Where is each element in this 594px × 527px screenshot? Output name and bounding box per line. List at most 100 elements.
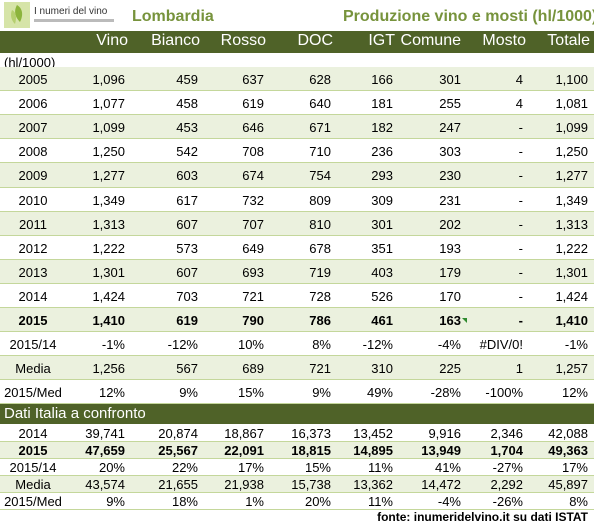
row-divider: [0, 403, 594, 405]
table-cell-comune: 255: [439, 96, 461, 112]
column-header-comune: Comune: [400, 32, 461, 49]
table-cell-rosso: 707: [242, 216, 264, 232]
table-cell-bianco: 607: [176, 216, 198, 232]
row-label: 2013: [18, 264, 48, 280]
table-cell-bianco: 542: [176, 144, 198, 160]
row-label: Media: [15, 477, 51, 492]
table-cell-doc: 754: [309, 168, 331, 184]
region-title: Lombardia: [132, 8, 214, 25]
table-cell-rosso: 708: [242, 144, 264, 160]
table-cell-bianco: 619: [176, 313, 198, 328]
table-cell-igt: 11%: [367, 494, 393, 509]
row-divider: [0, 282, 594, 284]
table-cell-rosso: 693: [242, 264, 264, 280]
table-cell-comune: 41%: [434, 460, 461, 475]
table-cell-vino: 1,250: [92, 144, 125, 160]
table-cell-doc: 16,373: [291, 426, 331, 441]
table-row: 2012 1,222 573 649 678 351 193 - 1,222: [0, 236, 594, 260]
source-note: fonte: inumeridelvino.it su dati ISTAT: [377, 510, 588, 524]
row-divider: [0, 492, 594, 493]
row-divider: [0, 458, 594, 459]
table-cell-comune: 13,949: [421, 443, 461, 458]
table-cell-comune: 14,472: [421, 477, 461, 492]
table-cell-rosso: 674: [242, 168, 264, 184]
table-cell-comune: 163: [439, 313, 461, 328]
row-divider: [0, 509, 594, 510]
table-cell-vino: 47,659: [85, 443, 125, 458]
table-cell-vino: 20%: [98, 460, 125, 475]
table-cell-comune: 247: [439, 120, 461, 136]
table-cell-comune: 193: [439, 240, 461, 256]
table-cell-vino: 39,741: [85, 426, 125, 441]
row-label: 2009: [18, 168, 48, 184]
table-cell-igt: 310: [371, 361, 393, 377]
table-row: 2011 1,313 607 707 810 301 202 - 1,313: [0, 211, 594, 236]
table-cell-vino: 1,077: [92, 96, 125, 112]
column-header-bianco: Bianco: [151, 32, 200, 49]
table-cell-mosto: -100%: [485, 385, 523, 401]
column-header-mosto: Mosto: [482, 32, 526, 49]
table-cell-totale: 1,250: [555, 144, 588, 160]
table-cell-bianco: 617: [176, 192, 198, 208]
table-row: 2007 1,099 453 646 671 182 247 - 1,099: [0, 115, 594, 140]
logo: I numeri del vino: [4, 2, 116, 29]
table-cell-mosto: -27%: [492, 460, 523, 475]
table-cell-comune: 303: [439, 144, 461, 160]
table-row: 2015 47,659 25,567 22,091 18,815 14,895 13,949…: [0, 442, 594, 459]
row-label: 2015: [18, 443, 48, 458]
row-divider: [0, 441, 594, 442]
table-cell-totale: 1,277: [555, 168, 588, 184]
row-label: 2015: [18, 313, 48, 328]
table-cell-bianco: 22%: [171, 460, 198, 475]
table-cell-totale: 1,424: [555, 288, 588, 304]
row-divider: [0, 138, 594, 140]
table-row: 2005 1,096 459 637 628 166 301 4 1,100: [0, 67, 594, 92]
table-row: 2009 1,277 603 674 754 293 230 - 1,277: [0, 163, 594, 188]
table-cell-mosto: 2,346: [490, 426, 523, 441]
table-cell-rosso: 637: [242, 72, 264, 87]
table-subtitle: Produzione vino e mosti (hl/1000): [343, 8, 594, 25]
row-divider: [0, 234, 594, 236]
table-cell-rosso: 649: [242, 240, 264, 256]
table-cell-igt: 236: [371, 144, 393, 160]
table-cell-comune: 202: [439, 216, 461, 232]
table-row: 2015/14 20% 22% 17% 15% 11% 41% -27% 17%: [0, 459, 594, 476]
table-cell-doc: 640: [309, 96, 331, 112]
table-cell-rosso: 732: [242, 192, 264, 208]
table-cell-doc: 786: [309, 313, 331, 328]
table-cell-mosto: -26%: [492, 494, 523, 509]
table-cell-totale: 17%: [561, 460, 588, 475]
row-label: 2008: [18, 144, 48, 160]
row-divider: [0, 114, 594, 116]
table-cell-bianco: 573: [176, 240, 198, 256]
table-cell-bianco: 458: [176, 96, 198, 112]
table-cell-rosso: 15%: [237, 385, 264, 401]
table-cell-mosto: #DIV/0!: [479, 337, 523, 353]
logo-mark-icon: [4, 2, 30, 28]
table-cell-mosto: 4: [515, 96, 523, 112]
row-divider: [0, 307, 594, 308]
table-cell-doc: 721: [309, 361, 331, 377]
row-label: 2006: [18, 96, 48, 112]
table-cell-rosso: 619: [242, 96, 264, 112]
table-cell-bianco: 607: [176, 264, 198, 280]
table-row: 2006 1,077 458 619 640 181 255 4 1,081: [0, 91, 594, 115]
row-label: 2012: [18, 240, 48, 256]
table-cell-bianco: 21,655: [158, 477, 198, 492]
table-row: 2010 1,349 617 732 809 309 231 - 1,349: [0, 188, 594, 212]
table-cell-doc: 678: [309, 240, 331, 256]
row-label: 2015/Med: [4, 385, 62, 401]
table-cell-igt: 49%: [366, 385, 393, 401]
logo-tagline-line: [34, 19, 114, 22]
table-cell-mosto: -: [518, 120, 523, 136]
table-cell-igt: 166: [371, 72, 393, 87]
table-cell-totale: 1,222: [555, 240, 588, 256]
table-cell-totale: 1,099: [555, 120, 588, 136]
table-cell-mosto: -: [518, 313, 523, 328]
table-cell-doc: 810: [309, 216, 331, 232]
table-row: 2014 39,741 20,874 18,867 16,373 13,452 9,916 2…: [0, 425, 594, 442]
row-label: 2015/14: [9, 460, 57, 475]
table-cell-mosto: 4: [515, 72, 523, 87]
table-cell-mosto: -: [518, 144, 523, 160]
